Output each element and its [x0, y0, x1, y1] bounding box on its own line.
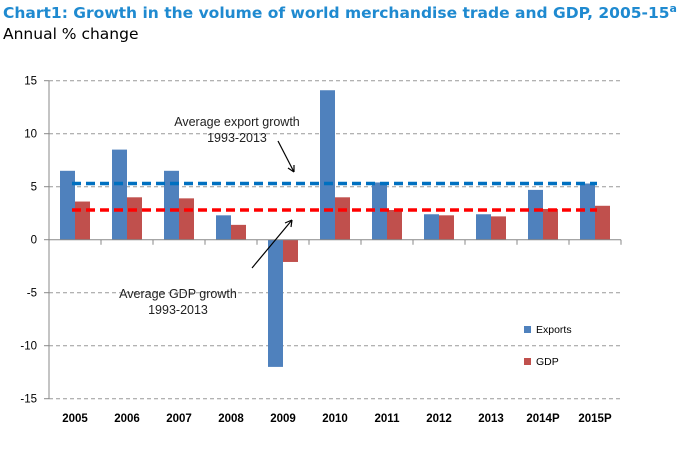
- x-tick-label: 2014P: [526, 413, 560, 425]
- x-tick-label: 2015P: [578, 413, 612, 425]
- legend-swatch-exports: [524, 326, 531, 333]
- x-tick-label: 2007: [166, 413, 192, 425]
- y-tick-label: 5: [31, 182, 37, 194]
- chart-subtitle: Annual % change: [3, 25, 139, 43]
- bar-gdp-2011: [387, 210, 402, 240]
- x-tick-label: 2013: [478, 413, 504, 425]
- title-superscript: a: [669, 2, 677, 15]
- bar-exports-2007: [164, 170, 179, 240]
- arrow-export: [277, 140, 295, 173]
- bar-exports-2012: [424, 214, 439, 240]
- bar-exports-2011: [372, 182, 387, 240]
- x-tick-label: 2011: [375, 413, 401, 425]
- chart-title-text: Chart1: Growth in the volume of world me…: [3, 4, 670, 23]
- annotation-export-period: 1993-2013: [207, 131, 267, 145]
- annotation-export: Average export growth: [174, 115, 300, 129]
- legend-swatch-gdp: [524, 358, 531, 365]
- bar-gdp-2015P: [595, 205, 610, 240]
- annotation-gdp: Average GDP growth: [119, 287, 237, 301]
- bar-gdp-2013: [491, 216, 506, 240]
- y-tick-label: -15: [20, 394, 37, 406]
- y-tick-label: 15: [24, 76, 37, 88]
- bar-exports-2006: [112, 149, 127, 240]
- x-tick-label: 2010: [322, 413, 348, 425]
- x-tick-label: 2005: [62, 413, 88, 425]
- y-tick-label: 10: [24, 129, 37, 141]
- arrow-head: [287, 165, 295, 173]
- bar-exports-2005: [60, 170, 75, 240]
- arrow-head: [284, 219, 293, 228]
- bar-gdp-2005: [75, 201, 90, 240]
- bar-exports-2010: [320, 90, 335, 240]
- bar-exports-2013: [476, 214, 491, 240]
- x-tick-label: 2009: [270, 413, 296, 425]
- x-tick-label: 2006: [114, 413, 140, 425]
- x-tick-label: 2012: [426, 413, 452, 425]
- y-tick-label: -5: [27, 288, 37, 300]
- bar-exports-2009: [268, 239, 283, 367]
- bar-gdp-2009: [283, 239, 298, 262]
- legend-label-gdp: GDP: [536, 356, 559, 368]
- bar-gdp-2014P: [543, 208, 558, 240]
- y-tick-label: 0: [31, 235, 37, 247]
- bar-exports-2008: [216, 215, 231, 240]
- bar-gdp-2006: [127, 197, 142, 240]
- x-tick-label: 2008: [218, 413, 244, 425]
- chart-title: Chart1: Growth in the volume of world me…: [3, 2, 677, 22]
- arrow-gdp: [251, 219, 293, 269]
- y-tick-label: -10: [20, 341, 37, 353]
- bar-exports-2015P: [580, 183, 595, 240]
- annotation-gdp-period: 1993-2013: [148, 303, 208, 317]
- legend-label-exports: Exports: [536, 324, 572, 336]
- bar-gdp-2012: [439, 215, 454, 240]
- bar-gdp-2007: [179, 198, 194, 240]
- bar-gdp-2008: [231, 224, 246, 240]
- bar-exports-2014P: [528, 189, 543, 240]
- bar-gdp-2010: [335, 197, 350, 240]
